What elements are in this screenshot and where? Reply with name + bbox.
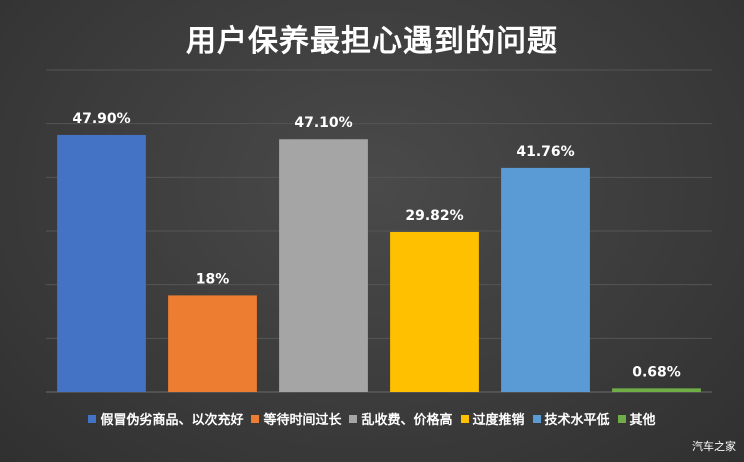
watermark: 汽车之家 — [692, 440, 736, 453]
legend-swatch — [617, 414, 626, 423]
bar-1 — [57, 134, 146, 393]
legend-item-3: 乱收费、价格高 — [349, 409, 453, 428]
legend-item-6: 其他 — [617, 409, 656, 428]
legend-label: 过度推销 — [472, 413, 525, 428]
data-label-1: 47.90% — [72, 111, 130, 127]
legend-item-5: 技术水平低 — [532, 409, 610, 428]
data-label-5: 41.76% — [516, 144, 574, 160]
data-label-3: 47.10% — [294, 115, 352, 131]
legend-swatch — [251, 414, 260, 423]
legend-item-2: 等待时间过长 — [251, 409, 341, 428]
legend-item-4: 过度推销 — [460, 409, 525, 428]
legend-swatch — [460, 414, 469, 423]
data-label-2: 18% — [196, 271, 230, 287]
legend-label: 假冒伪劣商品、以次充好 — [100, 413, 244, 428]
bar-4 — [390, 231, 479, 392]
legend-swatch — [88, 414, 97, 423]
legend: 假冒伪劣商品、以次充好 等待时间过长 乱收费、价格高 过度推销 技术水平低 其他 — [0, 409, 744, 428]
legend-label: 其他 — [629, 413, 656, 428]
legend-swatch — [532, 414, 541, 423]
bar-6 — [612, 388, 701, 392]
legend-item-1: 假冒伪劣商品、以次充好 — [88, 409, 243, 428]
bar-2 — [168, 295, 257, 392]
data-label-4: 29.82% — [405, 208, 463, 224]
legend-label: 技术水平低 — [544, 413, 610, 428]
legend-label: 等待时间过长 — [263, 413, 342, 428]
legend-swatch — [349, 414, 358, 423]
bar-5 — [501, 167, 590, 392]
data-label-6: 0.68% — [632, 364, 681, 380]
legend-label: 乱收费、价格高 — [361, 413, 453, 428]
bar-3 — [279, 139, 368, 392]
chart-title: 用户保养最担心遇到的问题 — [186, 24, 558, 59]
